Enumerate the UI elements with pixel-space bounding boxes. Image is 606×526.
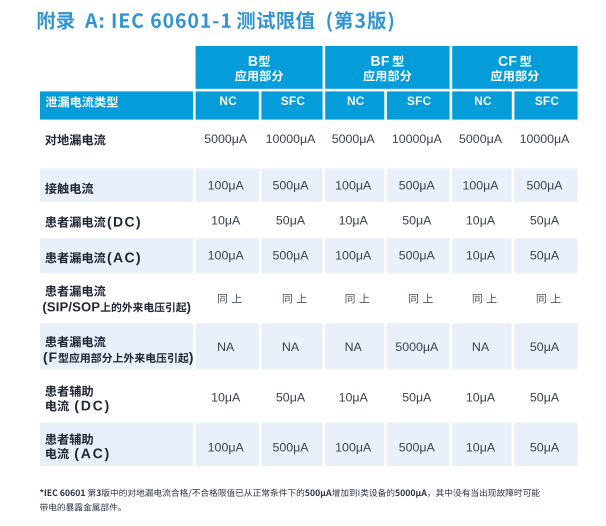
- svg-text:NC: NC: [219, 94, 237, 108]
- svg-text:50μA: 50μA: [276, 213, 306, 227]
- svg-text:50μA: 50μA: [530, 440, 560, 454]
- svg-text:SFC: SFC: [535, 94, 560, 108]
- svg-text:50μA: 50μA: [402, 213, 432, 227]
- svg-text:NC: NC: [474, 94, 492, 108]
- svg-text:10μA: 10μA: [466, 248, 496, 262]
- svg-text:100μA: 100μA: [335, 440, 372, 454]
- svg-text:500μA: 500μA: [272, 179, 309, 193]
- svg-text:500μA: 500μA: [272, 248, 309, 262]
- svg-text:5000μA: 5000μA: [459, 132, 503, 146]
- svg-text:NA: NA: [217, 340, 235, 354]
- svg-text:50μA: 50μA: [530, 390, 560, 404]
- svg-text:SFC: SFC: [407, 94, 432, 108]
- svg-text:100μA: 100μA: [208, 248, 245, 262]
- svg-text:10μA: 10μA: [339, 213, 369, 227]
- svg-text:5000μA: 5000μA: [395, 340, 439, 354]
- svg-text:100μA: 100μA: [208, 179, 245, 193]
- svg-text:10μA: 10μA: [211, 390, 241, 404]
- svg-text:10000μA: 10000μA: [520, 132, 571, 146]
- svg-text:100μA: 100μA: [335, 248, 372, 262]
- svg-text:NA: NA: [282, 340, 300, 354]
- svg-text:5000μA: 5000μA: [332, 132, 376, 146]
- svg-text:50μA: 50μA: [530, 248, 560, 262]
- svg-text:100μA: 100μA: [335, 179, 372, 193]
- svg-text:50μA: 50μA: [276, 390, 306, 404]
- svg-text:10μA: 10μA: [211, 213, 241, 227]
- svg-text:100μA: 100μA: [208, 440, 245, 454]
- svg-text:10μA: 10μA: [339, 390, 369, 404]
- svg-text:NA: NA: [345, 340, 363, 354]
- svg-text:50μA: 50μA: [402, 390, 432, 404]
- svg-text:NC: NC: [347, 94, 365, 108]
- svg-text:SFC: SFC: [281, 94, 306, 108]
- svg-text:100μA: 100μA: [462, 179, 499, 193]
- svg-text:500μA: 500μA: [399, 179, 436, 193]
- svg-text:50μA: 50μA: [530, 213, 560, 227]
- svg-text:10000μA: 10000μA: [266, 132, 317, 146]
- svg-text:500μA: 500μA: [399, 440, 436, 454]
- svg-text:10μA: 10μA: [466, 213, 496, 227]
- svg-text:10000μA: 10000μA: [392, 132, 443, 146]
- svg-text:NA: NA: [472, 340, 490, 354]
- svg-text:50μA: 50μA: [530, 340, 560, 354]
- svg-text:500μA: 500μA: [526, 179, 563, 193]
- svg-text:5000μA: 5000μA: [204, 132, 248, 146]
- svg-text:500μA: 500μA: [272, 440, 309, 454]
- svg-text:500μA: 500μA: [399, 248, 436, 262]
- svg-text:10μA: 10μA: [466, 440, 496, 454]
- svg-text:10μA: 10μA: [466, 390, 496, 404]
